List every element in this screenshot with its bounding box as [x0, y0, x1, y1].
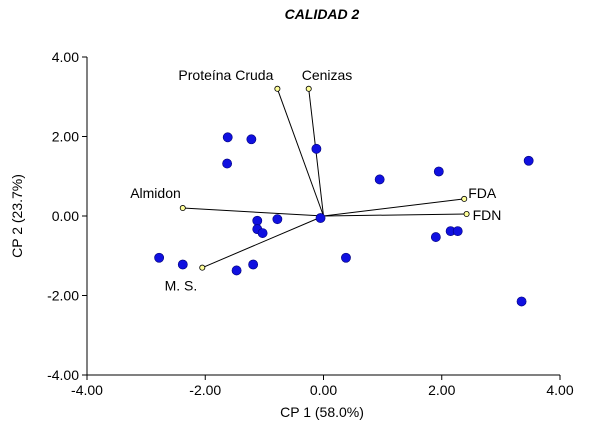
- vector-line: [323, 198, 465, 217]
- data-point: [341, 252, 351, 263]
- data-point: [452, 226, 463, 237]
- data-point: [222, 158, 233, 169]
- data-point: [246, 134, 257, 145]
- vector-endpoint: [274, 85, 281, 92]
- data-point: [272, 214, 283, 225]
- x-tick-label: 4.00: [546, 382, 573, 398]
- vector-label: Almidon: [130, 185, 181, 201]
- data-point: [257, 228, 268, 238]
- data-point: [252, 215, 263, 226]
- vector-label: M. S.: [165, 278, 198, 294]
- ticks: -4.00 -2.00 0.00 2.00 4.00 4.00 2.00 0.00 -2.00 -…: [47, 49, 574, 398]
- y-axis-title: CP 2 (23.7%): [9, 174, 25, 258]
- data-point: [374, 174, 385, 185]
- chart-title: CALIDAD 2: [285, 6, 360, 22]
- y-tick-label: 2.00: [52, 129, 79, 145]
- data-point: [523, 155, 534, 166]
- vector-label: FDN: [473, 207, 502, 223]
- vector-line: [202, 215, 324, 269]
- vector-label: Cenizas: [302, 67, 353, 83]
- vector-line: [182, 207, 324, 217]
- x-tick-label: -2.00: [189, 382, 221, 398]
- data-point: [231, 265, 242, 276]
- y-tick-label: 0.00: [52, 208, 79, 224]
- data-point: [248, 259, 259, 270]
- vector-endpoint: [305, 85, 312, 92]
- data-point: [315, 213, 326, 223]
- y-tick-label: -4.00: [47, 367, 79, 383]
- data-point: [177, 259, 188, 270]
- x-axis-title: CP 1 (58.0%): [280, 404, 364, 420]
- data-point: [516, 296, 527, 307]
- data-point: [222, 132, 233, 143]
- data-point: [430, 232, 441, 242]
- vector-endpoint: [179, 205, 186, 212]
- points: [154, 132, 534, 307]
- data-point: [154, 252, 165, 263]
- vector-line: [323, 213, 467, 217]
- vector-endpoint: [463, 211, 470, 218]
- x-tick-label: 0.00: [310, 382, 337, 398]
- y-tick-label: -2.00: [47, 288, 79, 304]
- vector-endpoint: [199, 264, 206, 271]
- vector-label: FDA: [468, 185, 497, 201]
- vectors: [179, 85, 470, 271]
- x-tick-label: 2.00: [428, 382, 455, 398]
- data-point: [433, 166, 444, 177]
- data-point: [311, 143, 322, 154]
- vector-endpoint: [461, 195, 468, 202]
- vector-line: [276, 88, 324, 217]
- vector-label: Proteína Cruda: [178, 67, 273, 83]
- vector-labels: Proteína Cruda Cenizas Almidon FDA FDN M. S.: [130, 67, 501, 294]
- y-tick-label: 4.00: [52, 49, 79, 65]
- x-tick-label: -4.00: [71, 382, 103, 398]
